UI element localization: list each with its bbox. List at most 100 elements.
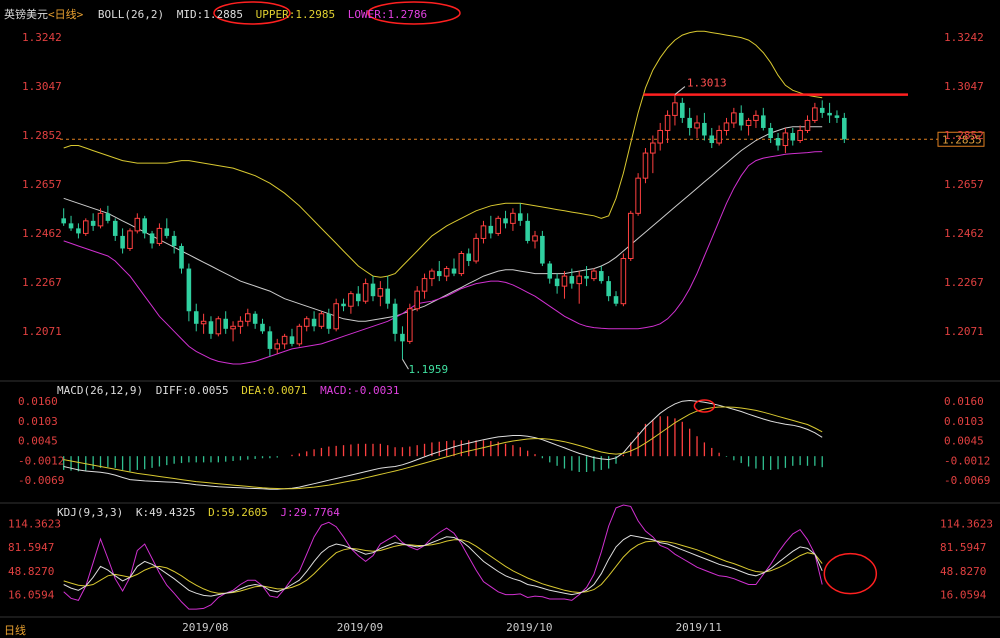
candle-body [377, 288, 384, 297]
instrument-name: 英镑美元 [4, 8, 48, 21]
candle-body [76, 228, 81, 234]
macd-params-label: MACD(26,12,9) [57, 384, 144, 397]
candle-body [517, 213, 523, 221]
candle-body [326, 313, 332, 329]
macd-y-tick-left: -0.0069 [18, 474, 64, 487]
candle-body [495, 217, 501, 234]
candle-body [554, 278, 560, 287]
macd-diff-label: DIFF:0.0055 [155, 384, 229, 397]
macd-y-tick-right: -0.0069 [944, 474, 990, 487]
axis-labels: 1.3242 1.3242 1.3047 1.3047 1.2852 1.2852 1.26… [8, 31, 993, 634]
candle-body [252, 313, 258, 324]
candle-body [407, 308, 413, 342]
x-axis-tick-label: 2019/10 [506, 621, 552, 634]
candle-body [525, 220, 530, 241]
main-y-tick-right: 1.2267 [944, 276, 984, 289]
main-y-tick-left: 1.2657 [22, 178, 62, 191]
candle-body [606, 281, 611, 297]
candle-body [488, 225, 494, 234]
candle-body [591, 270, 597, 280]
kdj-y-tick-right: 81.5947 [940, 541, 986, 554]
candle-body [400, 333, 405, 342]
kdj-j-line [63, 504, 823, 610]
candle-body [569, 276, 575, 284]
candle-body [694, 122, 700, 129]
candle-body [650, 142, 656, 154]
main-y-tick-left: 1.3242 [22, 31, 62, 44]
main-y-tick-right: 1.2852 [944, 129, 984, 142]
macd-y-tick-left: 0.0103 [18, 415, 58, 428]
boll-mid-label: MID:1.2885 [176, 8, 243, 21]
macd-value-label: MACD:-0.0031 [320, 384, 400, 397]
candle-body [105, 213, 111, 221]
current-price-box [937, 131, 985, 147]
candle-body [208, 321, 214, 334]
candle-body [761, 115, 766, 128]
candle-body [348, 293, 354, 307]
candle-body [664, 114, 671, 131]
macd-panel [63, 399, 823, 490]
candle-body [82, 220, 89, 234]
candle-body [443, 268, 450, 277]
main-y-tick-right: 1.3242 [944, 31, 984, 44]
main-y-tick-right: 1.2657 [944, 178, 984, 191]
candle-body [429, 270, 435, 280]
macd-dea-line [63, 406, 823, 490]
candle-body [193, 311, 199, 324]
candle-body [156, 227, 163, 244]
candle-body [680, 102, 685, 118]
candle-body [179, 245, 184, 269]
candle-body [480, 225, 487, 239]
candle-body [164, 228, 170, 236]
candle-body [318, 313, 325, 327]
candle-body [451, 268, 457, 274]
candle-body [540, 235, 545, 264]
candle-body [709, 135, 715, 144]
macd-y-tick-right: -0.0012 [944, 454, 990, 467]
macd-y-tick-left: 0.0045 [18, 435, 58, 448]
candle-body [768, 127, 773, 138]
boll-upper-line [63, 30, 823, 278]
high-annotation-leader [674, 86, 686, 95]
main-price-panel: 1.2835 1.3013 1.1959 [60, 1, 985, 376]
kdj-j-label: J:29.7764 [280, 506, 340, 519]
candle-body [687, 117, 692, 128]
main-y-tick-right: 1.2462 [944, 227, 984, 240]
candle-body [599, 271, 604, 282]
main-y-tick-right: 1.2071 [944, 325, 984, 338]
candle-body [745, 119, 752, 126]
boll-mid-line [63, 126, 823, 322]
grid-lines [0, 380, 1000, 618]
high-annotation: 1.3013 [687, 77, 727, 90]
kdj-k-label: K:49.4325 [135, 506, 196, 519]
boll-lower-label: LOWER:1.2786 [347, 8, 428, 21]
kdj-y-tick-right: 48.8270 [940, 565, 986, 578]
candle-body [657, 129, 663, 144]
boll-lower-line [63, 151, 823, 365]
candle-body [842, 117, 847, 140]
candle-body [561, 275, 568, 287]
kdj-y-tick-right: 114.3623 [940, 518, 993, 531]
main-y-tick-left: 1.2071 [22, 325, 62, 338]
candle-body [716, 129, 722, 144]
macd-header: MACD(26,12,9) DIFF:0.0055 DEA:0.0071 MAC… [57, 384, 400, 397]
candle-body [576, 275, 582, 285]
candle-body [458, 252, 465, 275]
candle-body [186, 268, 192, 312]
kdj-panel [63, 504, 878, 610]
candle-body [362, 283, 369, 302]
candle-body [775, 138, 781, 146]
footer-period-label: 日线 [4, 624, 26, 637]
kdj-d-label: D:59.2605 [208, 506, 268, 519]
macd-y-tick-right: 0.0045 [944, 435, 984, 448]
macd-diff-line [63, 399, 823, 490]
candle-body [311, 318, 317, 327]
candle-body [200, 320, 207, 325]
macd-cross-circle [693, 399, 716, 413]
candle-body [289, 336, 295, 344]
candle-body [812, 107, 818, 121]
candle-body [215, 318, 222, 335]
kdj-highlight-circle [823, 552, 878, 595]
candle-body [827, 112, 832, 116]
candle-body [466, 253, 472, 262]
